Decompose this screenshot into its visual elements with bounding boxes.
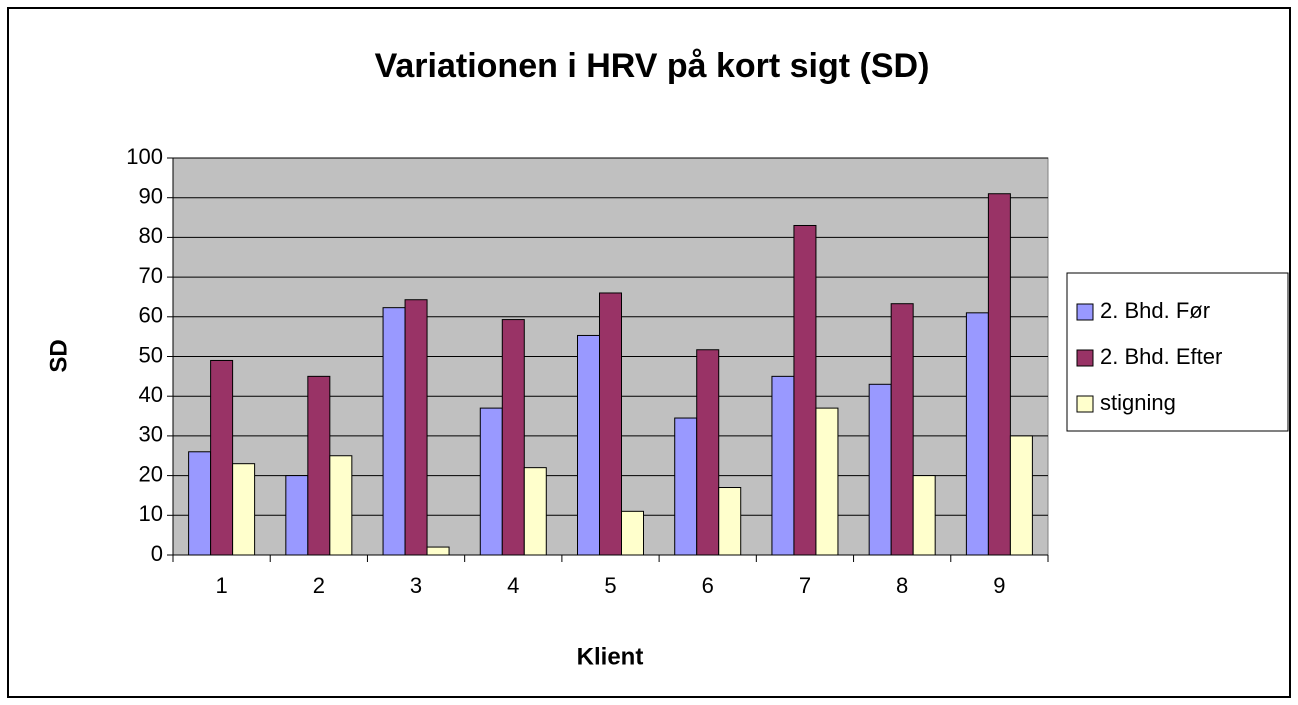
chart-title: Variationen i HRV på kort sigt (SD) — [375, 47, 930, 85]
bar — [696, 349, 720, 556]
bar — [599, 292, 622, 556]
y-tick-label: 60 — [139, 303, 163, 328]
bar — [307, 375, 331, 556]
legend-swatch — [1076, 395, 1094, 413]
x-tick-label: 6 — [702, 573, 714, 598]
x-tick-label: 8 — [896, 573, 908, 598]
x-tick-label: 1 — [215, 573, 227, 598]
bar — [912, 475, 936, 556]
bar — [621, 510, 644, 556]
x-tick-label: 4 — [507, 573, 519, 598]
legend-swatch — [1076, 349, 1094, 367]
x-tick-label: 9 — [993, 573, 1005, 598]
bar — [965, 312, 989, 556]
y-tick-label: 40 — [139, 382, 163, 407]
bar — [404, 299, 428, 556]
bar — [479, 407, 503, 556]
bar — [987, 193, 1011, 556]
x-tick-label: 7 — [799, 573, 811, 598]
bar — [210, 359, 234, 556]
legend-swatch — [1076, 303, 1094, 321]
x-tick-label: 5 — [604, 573, 616, 598]
bar — [523, 467, 547, 556]
y-tick-label: 20 — [139, 461, 163, 486]
legend-box — [1066, 272, 1289, 432]
bar — [718, 487, 742, 556]
bar — [793, 224, 817, 556]
bar — [890, 303, 914, 556]
legend-label: 2. Bhd. Før — [1100, 298, 1210, 323]
bar — [329, 455, 353, 556]
x-tick-label: 3 — [410, 573, 422, 598]
y-tick-label: 10 — [139, 501, 163, 526]
y-axis-title: SD — [45, 339, 72, 372]
y-tick-label: 50 — [139, 342, 163, 367]
x-axis-title: Klient — [577, 643, 644, 670]
bar — [815, 407, 839, 556]
bar — [1009, 435, 1033, 556]
bar — [501, 319, 525, 556]
y-tick-label: 80 — [139, 223, 163, 248]
y-tick-label: 0 — [151, 541, 163, 566]
x-tick-label: 2 — [313, 573, 325, 598]
y-tick-label: 90 — [139, 184, 163, 209]
bar — [382, 307, 406, 556]
bar — [285, 475, 309, 556]
bar — [232, 463, 256, 556]
bar — [188, 451, 212, 556]
y-tick-label: 70 — [139, 263, 163, 288]
bar — [868, 383, 892, 556]
y-tick-label: 30 — [139, 422, 163, 447]
bar — [577, 334, 600, 556]
y-tick-label: 100 — [126, 144, 163, 169]
bar — [674, 417, 698, 556]
bar — [771, 375, 795, 556]
legend-label: 2. Bhd. Efter — [1100, 344, 1222, 369]
bar — [426, 546, 450, 556]
legend-label: stigning — [1100, 390, 1176, 415]
